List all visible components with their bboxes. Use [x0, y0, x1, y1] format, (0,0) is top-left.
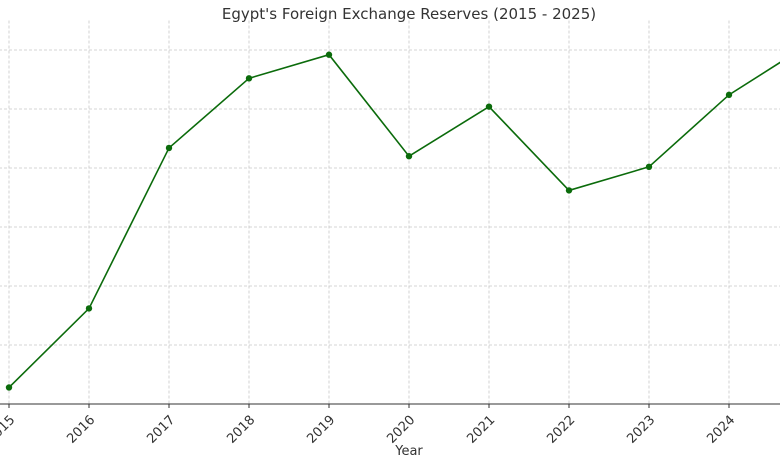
x-tick-label: 2017	[144, 413, 178, 447]
x-axis-label: Year	[394, 444, 423, 459]
chart-title: Egypt's Foreign Exchange Reserves (2015 …	[222, 5, 596, 23]
x-tick-label: 2022	[544, 413, 578, 447]
x-tick-label: 2018	[224, 413, 258, 447]
point	[485, 103, 493, 110]
point	[165, 144, 173, 152]
x-tick-label: 2019	[304, 413, 338, 447]
line	[8, 53, 780, 389]
point	[325, 51, 333, 58]
point	[725, 91, 733, 99]
x-tick-label: 2015	[0, 413, 18, 447]
point	[565, 187, 573, 194]
x-tick-label: 2020	[384, 413, 418, 447]
point	[85, 305, 93, 312]
point	[5, 384, 13, 391]
x-tick-label: 2016	[64, 413, 98, 447]
x-tick-label: 2023	[624, 413, 658, 447]
point	[405, 153, 413, 160]
point	[245, 75, 253, 82]
x-tick-label: 2024	[704, 413, 738, 447]
point	[645, 163, 653, 171]
x-tick-label: 2021	[464, 413, 498, 447]
